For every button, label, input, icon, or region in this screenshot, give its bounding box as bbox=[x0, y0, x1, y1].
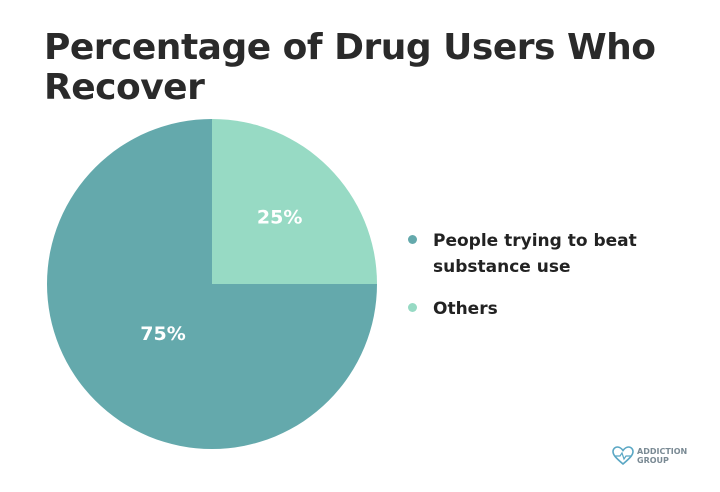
pie-slice-others bbox=[212, 119, 377, 284]
addiction-group-logo: ADDICTION GROUP bbox=[612, 446, 687, 466]
pie-slice-people bbox=[47, 119, 377, 449]
logo-line-2: GROUP bbox=[637, 456, 669, 465]
legend-label: People trying to beat substance use bbox=[433, 231, 637, 277]
legend-item-others: Others bbox=[408, 296, 648, 322]
chart-title: Percentage of Drug Users Who Recover bbox=[44, 27, 656, 108]
slice-label-people: 75% bbox=[140, 323, 185, 345]
logo-line-1: ADDICTION bbox=[637, 447, 688, 456]
legend-item-people: People trying to beat substance use bbox=[408, 228, 648, 280]
legend: People trying to beat substance use Othe… bbox=[408, 228, 648, 338]
slice-label-others: 25% bbox=[257, 206, 302, 228]
legend-swatch bbox=[408, 303, 417, 312]
legend-swatch bbox=[408, 235, 417, 244]
heart-logo-icon bbox=[612, 446, 634, 466]
legend-label: Others bbox=[433, 299, 498, 319]
